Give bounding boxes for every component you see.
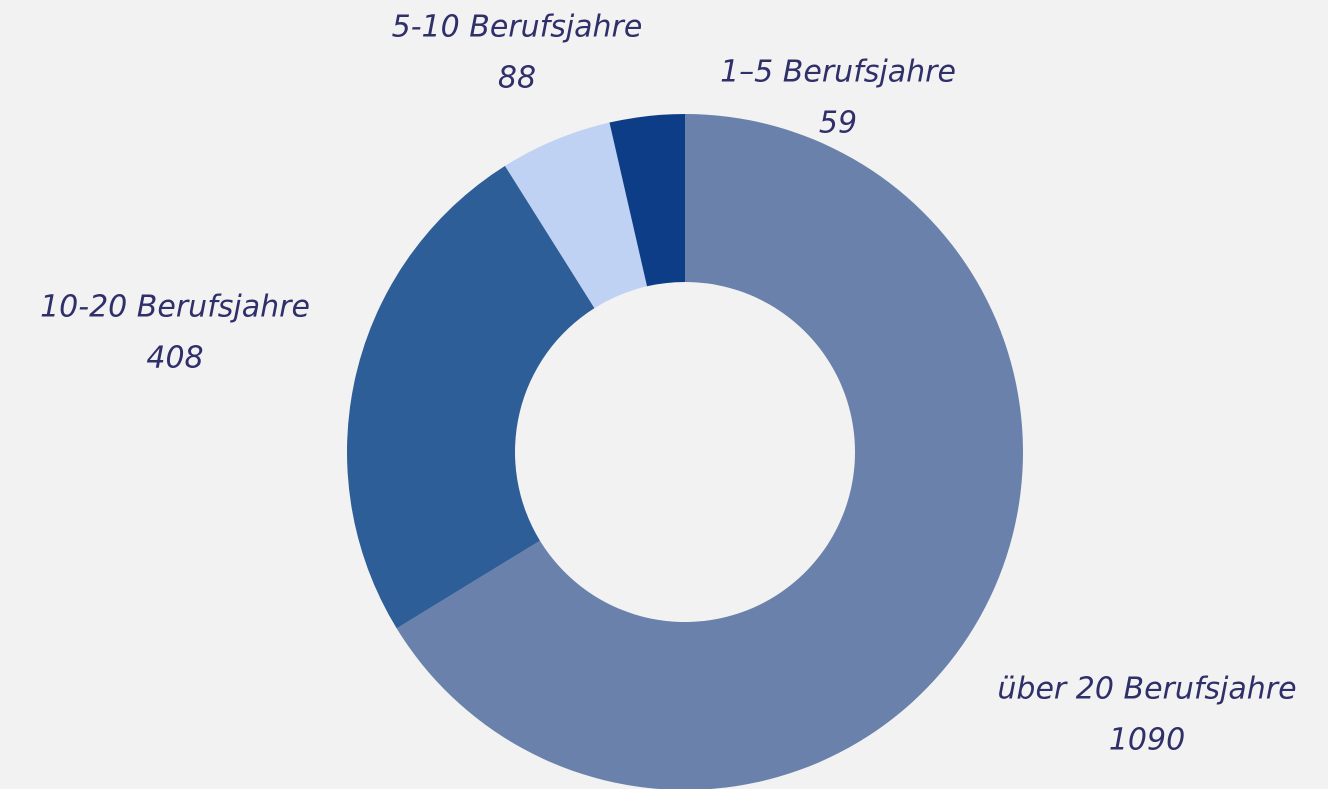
donut-segment [346, 165, 595, 629]
donut-segment [396, 114, 1023, 789]
segment-label: 5-10 Berufsjahre [392, 10, 643, 45]
donut-segment [609, 114, 685, 287]
segment-label: 1–5 Berufsjahre [720, 55, 956, 90]
segment-label: 10-20 Berufsjahre [40, 290, 310, 325]
segment-value: 408 [146, 341, 203, 376]
segment-value: 1090 [1109, 723, 1185, 758]
segment-value: 59 [819, 106, 857, 141]
segment-label: über 20 Berufsjahre [997, 672, 1296, 707]
segment-value: 88 [498, 61, 536, 96]
donut-segment [505, 122, 648, 309]
